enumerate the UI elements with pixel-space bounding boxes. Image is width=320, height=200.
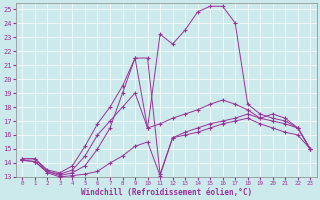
- X-axis label: Windchill (Refroidissement éolien,°C): Windchill (Refroidissement éolien,°C): [81, 188, 252, 197]
